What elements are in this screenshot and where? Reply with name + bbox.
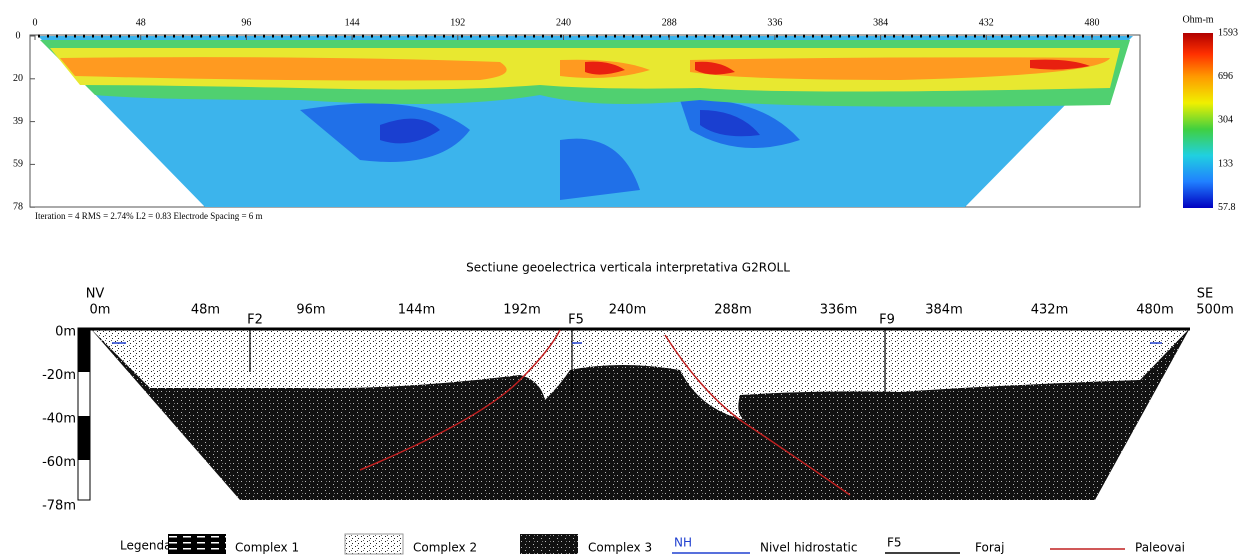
distance-label: 96m (296, 303, 325, 318)
footer: Iteration = 4 RMS = 2.74% L2 = 0.83 Elec… (35, 211, 263, 221)
distance-label: 48m (191, 303, 220, 318)
distance-label: 0m (90, 303, 111, 318)
depth-label: -78m (42, 499, 76, 514)
x-tick-label: 432 (979, 17, 994, 28)
legend-symbol: NH (674, 536, 692, 550)
y-tick-label: 0 (16, 30, 21, 41)
borehole-label: F5 (568, 313, 584, 328)
legend: Legenda: Complex 1 Complex 2 Complex 3 Nive… (120, 534, 1185, 555)
y-tick-label: 39 (13, 116, 23, 127)
colorbar-label: 1593 (1218, 27, 1238, 38)
legend-label: Nivel hidrostatic (760, 541, 857, 555)
left-end: NV (86, 287, 105, 302)
y-tick-label: 59 (13, 159, 23, 170)
x-tick-label: 48 (136, 17, 146, 28)
colorbar-unit: Ohm-m (1182, 14, 1213, 25)
x-tick-label: 336 (767, 17, 782, 28)
y-tick-label: 20 (13, 73, 23, 84)
legend-label: Complex 3 (588, 541, 652, 555)
distance-label: 144m (398, 303, 435, 318)
colorbar-label: 304 (1218, 115, 1233, 126)
depth-label: -40m (42, 412, 76, 427)
legend-label: Complex 2 (413, 541, 477, 555)
distance-label: 336m (820, 303, 857, 318)
borehole-label: F2 (247, 313, 263, 328)
distance-label: 192m (503, 303, 540, 318)
x-tick-label: 0 (33, 17, 38, 28)
depth-label: -20m (42, 368, 76, 383)
section-title: Sectiune geoelectrica verticala interpre… (466, 261, 790, 275)
swatch-complex-3 (520, 534, 578, 554)
borehole-label: F9 (879, 313, 895, 328)
colorbar-label: 133 (1218, 158, 1233, 169)
distance-label: 500m (1196, 303, 1233, 318)
distance-label: 432m (1031, 303, 1068, 318)
distance-label: 240m (609, 303, 646, 318)
swatch-complex-2 (345, 534, 403, 554)
colorbar-label: 57.8 (1218, 202, 1236, 213)
x-tick-label: 240 (556, 17, 571, 28)
y-tick-label: 78 (13, 201, 23, 212)
colorbar-label: 696 (1218, 71, 1233, 82)
x-tick-label: 144 (345, 17, 360, 28)
legend-label: Paleovai (1135, 541, 1185, 555)
distance-label: 480m (1136, 303, 1173, 318)
legend-label: Foraj (975, 541, 1004, 555)
colorbar (1183, 33, 1213, 208)
swatch-complex-1 (168, 534, 226, 554)
x-tick-label: 384 (873, 17, 888, 28)
distance-label: 288m (714, 303, 751, 318)
x-tick-label: 96 (241, 17, 251, 28)
resistivity-section: 0 48 96 144 192 240 288 336 384 432 480 0 20 39 59 78 15… (13, 14, 1238, 221)
legend-label: Complex 1 (235, 541, 299, 555)
distance-label: 384m (925, 303, 962, 318)
x-tick-label: 192 (450, 17, 465, 28)
right-end: SE (1197, 287, 1213, 302)
depth-bar (78, 328, 90, 500)
x-tick-label: 288 (662, 17, 677, 28)
interpretive-section: Sectiune geoelectrica verticala interpre… (42, 261, 1234, 514)
legend-title: Legenda: (120, 539, 175, 553)
x-tick-label: 480 (1085, 17, 1100, 28)
figure: 0 48 96 144 192 240 288 336 384 432 480 0 20 39 59 78 15… (0, 0, 1255, 559)
depth-label: -60m (42, 455, 76, 470)
legend-symbol: F5 (887, 536, 902, 550)
depth-label: 0m (55, 325, 76, 340)
